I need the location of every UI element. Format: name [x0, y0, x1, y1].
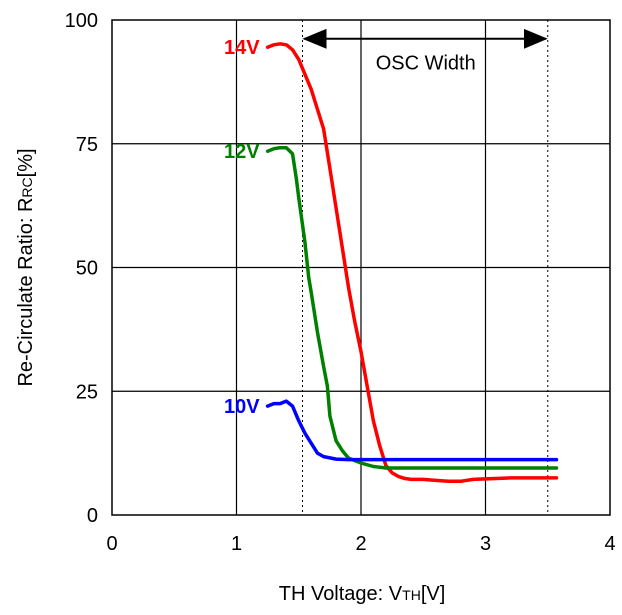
grid [112, 20, 610, 515]
y-tick-label-4: 100 [65, 10, 98, 32]
x-tick-label-0: 0 [106, 533, 117, 555]
annotation-0: OSC Width [376, 53, 476, 75]
series-line-14V [265, 42, 559, 484]
y-tick-label-3: 75 [76, 134, 98, 156]
y-tick-label-0: 0 [87, 505, 98, 527]
labels: 14V 12V 10V OSC Width TH Voltage: VTH[V] Re-C… [15, 28, 548, 605]
series-lines [265, 42, 559, 484]
x-tick-label-4: 4 [604, 533, 615, 555]
series-line-12V [265, 145, 559, 470]
series-line-10V [265, 399, 559, 462]
plot-border [111, 19, 611, 516]
series-label-10V: 10V [224, 396, 260, 418]
plot-frame [111, 19, 611, 516]
y-tick-label-1: 25 [76, 381, 98, 403]
y-axis-title: Re-Circulate Ratio: RRC[%] [15, 148, 37, 386]
series-label-12V: 12V [224, 141, 260, 163]
tick-labels: 0 1 2 3 4 0 25 50 75 100 [65, 10, 616, 555]
x-tick-label-3: 3 [480, 533, 491, 555]
y-tick-label-2: 50 [76, 258, 98, 280]
series-label-14V: 14V [224, 37, 260, 59]
x-tick-label-2: 2 [355, 533, 366, 555]
x-axis-title: TH Voltage: VTH[V] [279, 583, 446, 605]
x-tick-label-1: 1 [231, 533, 242, 555]
